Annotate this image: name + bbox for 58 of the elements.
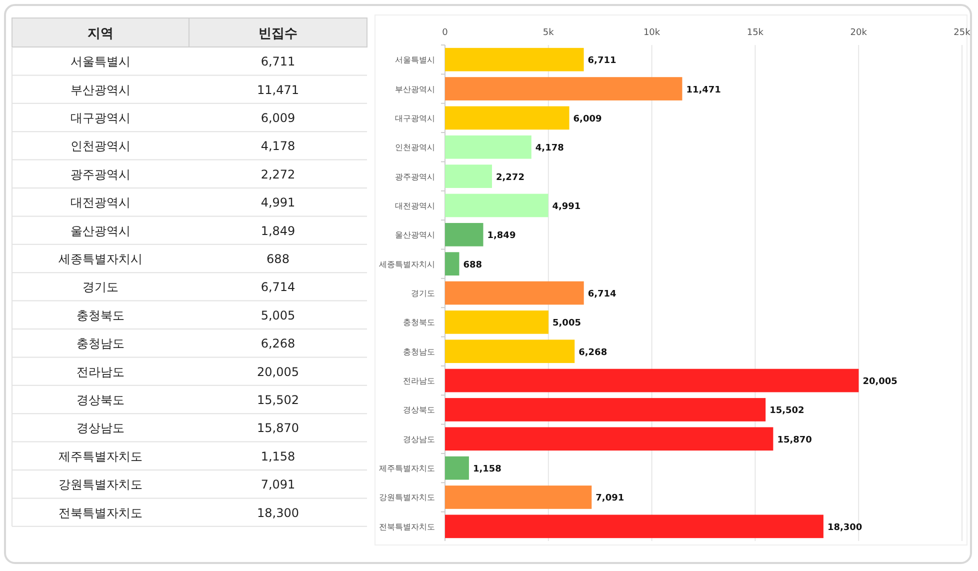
data-label: 6,009	[573, 114, 602, 124]
bar	[445, 427, 774, 451]
bar	[445, 486, 592, 509]
data-label: 2,272	[496, 172, 524, 183]
bar	[445, 456, 469, 480]
y-tick-label: 전라남도	[403, 376, 435, 386]
data-label: 4,991	[552, 202, 581, 212]
data-label: 20,005	[862, 377, 898, 388]
y-tick-label: 인천광역시	[395, 143, 435, 152]
bar	[445, 135, 532, 159]
bar	[445, 310, 549, 334]
data-label: 6,714	[588, 290, 616, 300]
y-tick-label: 대구광역시	[395, 114, 435, 123]
data-label: 15,870	[777, 435, 812, 446]
data-label: 5,005	[552, 318, 581, 329]
y-tick-label: 경상북도	[403, 406, 435, 415]
data-label: 688	[463, 260, 482, 270]
y-tick-label: 충청남도	[403, 347, 435, 356]
data-label: 6,268	[578, 348, 608, 358]
bar	[445, 164, 492, 188]
x-tick-label: 10k	[643, 28, 661, 38]
x-tick-label: 20k	[850, 28, 868, 38]
data-label: 11,471	[686, 85, 721, 96]
y-tick-label: 경기도	[411, 289, 435, 298]
y-tick-label: 세종특별자치시	[379, 260, 435, 269]
x-tick-label: 5k	[542, 28, 555, 38]
bar	[445, 77, 682, 100]
y-tick-label: 제주특별자치도	[379, 464, 435, 474]
table: 지역 빈집수 서울특별시 6,711 부산광역시 11,471 대구광역시 6,009 인천광역시 4,178 광주광역시 2,272 대전광역시 4,991 울산광역시 1,849 세종특별자치시 688 경기도 6,714 충청북도 5,005 충청남도 6,268 전라남도 20,005 경상북도 15,502 경상남도 15,870 제주특별자치도 1,158 강원특별자치도 7,091 전북특별자치도 18,300	[12, 18, 368, 527]
bar	[445, 222, 484, 246]
bar	[445, 281, 584, 305]
y-tick-label: 전북특별자치도	[379, 522, 435, 532]
y-tick-label: 경상남도	[403, 434, 435, 444]
data-label: 1,158	[472, 464, 502, 475]
bar	[445, 48, 584, 72]
data-label: 4,178	[535, 144, 564, 154]
x-tick-label: 15k	[746, 28, 764, 38]
data-label: 15,502	[770, 406, 804, 416]
bar	[445, 252, 460, 276]
y-tick-label: 광주광역시	[395, 172, 435, 182]
x-tick-label: 25k	[954, 28, 972, 38]
data-label: 7,091	[596, 494, 624, 504]
bar	[445, 398, 766, 422]
bar	[445, 514, 824, 538]
data-label: 6,711	[588, 56, 616, 66]
x-tick-label: 0	[442, 28, 448, 38]
bar	[445, 106, 570, 130]
y-tick-label: 울산광역시	[395, 230, 435, 240]
data-label: 18,300	[827, 522, 862, 533]
y-tick-label: 서울특별시	[395, 56, 435, 65]
data-label: 1,849	[487, 231, 516, 242]
y-tick-label: 강원특별자치도	[379, 493, 435, 502]
bar	[445, 340, 575, 364]
bar	[445, 194, 548, 218]
y-tick-label: 부산광역시	[395, 84, 435, 94]
bar	[445, 368, 859, 392]
y-tick-label: 충청북도	[403, 318, 435, 328]
y-tick-label: 대전광역시	[395, 201, 435, 210]
